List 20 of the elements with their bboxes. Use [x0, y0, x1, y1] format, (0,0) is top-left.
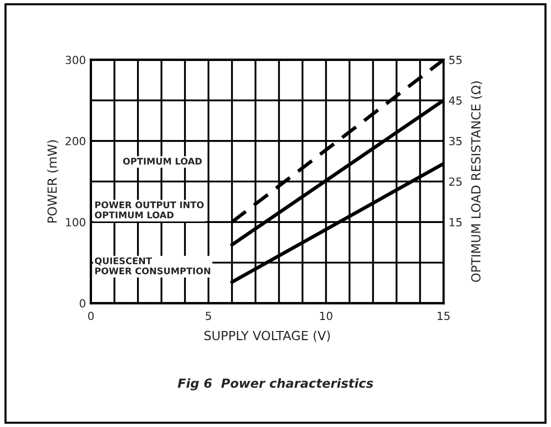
y-tick-label: 0	[80, 299, 86, 308]
y2-axis-title: OPTIMUM LOAD RESISTANCE (Ω)	[470, 81, 482, 282]
x-tick-label: 10	[320, 312, 332, 320]
annotation: QUIESCENT POWER CONSUMPTION	[94, 257, 210, 274]
x-tick-label: 0	[88, 312, 94, 320]
y2-tick-label: 25	[449, 177, 462, 186]
caption: Fig 6 Power characteristics	[178, 378, 374, 390]
annotation: OPTIMUM LOAD	[123, 158, 202, 165]
x-tick-label: 5	[206, 312, 212, 320]
y-axis-title: POWER (mW)	[47, 140, 58, 223]
y-tick-label: 100	[66, 218, 86, 226]
y-tick-label: 300	[66, 56, 86, 64]
x-tick-label: 15	[438, 312, 450, 320]
y2-tick-label: 45	[448, 96, 462, 105]
y-tick-label: 200	[66, 136, 86, 146]
y2-tick-label: 35	[449, 136, 462, 146]
y2-tick-label: 15	[450, 218, 462, 226]
x-axis-title: SUPPLY VOLTAGE (V)	[204, 330, 330, 342]
annotation: POWER OUTPUT INTO OPTIMUM LOAD	[94, 201, 204, 218]
y2-tick-label: 55	[449, 56, 462, 64]
